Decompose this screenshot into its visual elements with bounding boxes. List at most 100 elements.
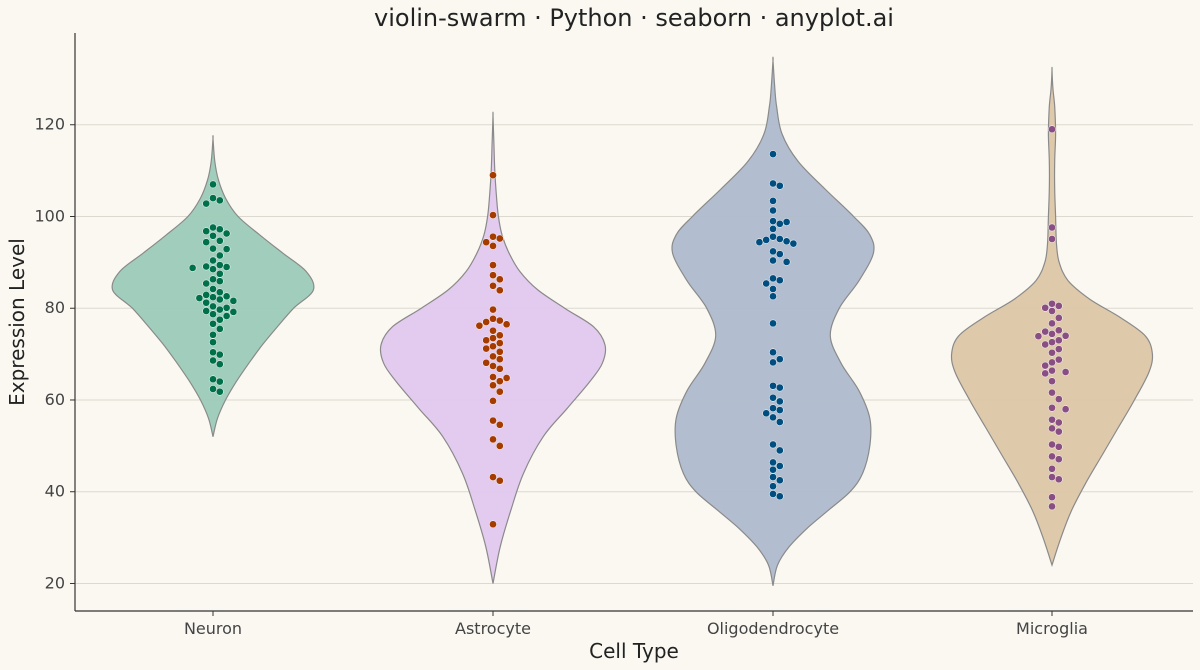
swarm-point-oligodendrocyte xyxy=(769,458,777,467)
swarm-point-astrocyte xyxy=(482,358,491,367)
swarm-point-neuron xyxy=(215,225,224,234)
swarm-point-oligodendrocyte xyxy=(769,150,777,158)
swarm-point-microglia xyxy=(1054,418,1063,427)
swarm-point-microglia xyxy=(1054,395,1063,403)
swarm-point-neuron xyxy=(202,262,211,271)
swarm-point-oligodendrocyte xyxy=(775,250,784,258)
swarm-point-microglia xyxy=(1054,302,1063,310)
swarm-point-neuron xyxy=(209,231,217,240)
swarm-point-neuron xyxy=(229,308,238,316)
swarm-point-microglia xyxy=(1041,303,1050,312)
swarm-point-microglia xyxy=(1048,493,1056,502)
swarm-point-microglia xyxy=(1048,403,1056,412)
swarm-point-astrocyte xyxy=(489,334,497,342)
swarm-point-oligodendrocyte xyxy=(775,446,784,455)
swarm-point-oligodendrocyte xyxy=(769,225,777,233)
ticks: 20 40 60 80 100 120 Neuron Astrocyte Oligodendro… xyxy=(34,115,1088,638)
swarm-point-neuron xyxy=(209,319,217,328)
swarm-point-oligodendrocyte xyxy=(775,235,784,243)
swarm-point-microglia xyxy=(1054,336,1063,345)
swarm-point-neuron xyxy=(222,245,231,253)
swarm-point-astrocyte xyxy=(489,314,497,323)
swarm-point-neuron xyxy=(215,305,224,314)
axes xyxy=(74,33,1193,612)
swarm-point-oligodendrocyte xyxy=(769,292,777,301)
swarm-point-neuron xyxy=(215,377,224,386)
swarm-point-astrocyte xyxy=(495,377,504,386)
swarm-point-oligodendrocyte xyxy=(769,440,777,449)
swarm-point-oligodendrocyte xyxy=(769,232,777,241)
swarm-point-astrocyte xyxy=(495,476,504,485)
swarm-point-microglia xyxy=(1048,319,1056,328)
swarm-point-astrocyte xyxy=(495,442,504,450)
swarm-point-oligodendrocyte xyxy=(769,358,777,367)
swarm-point-oligodendrocyte xyxy=(769,482,777,491)
swarm-point-microglia xyxy=(1048,424,1056,433)
violins xyxy=(111,56,1154,586)
swarm-point-neuron xyxy=(202,291,211,299)
swarm-point-microglia xyxy=(1048,440,1056,449)
swarm-point-neuron xyxy=(222,292,231,301)
y-tick-label: 20 xyxy=(45,573,65,592)
swarm-point-oligodendrocyte xyxy=(769,206,777,215)
swarm-point-oligodendrocyte xyxy=(775,418,784,426)
swarm-point-neuron xyxy=(209,348,217,357)
swarm-point-oligodendrocyte xyxy=(769,348,777,357)
chart-title: violin-swarm · Python · seaborn · anyplo… xyxy=(374,4,894,32)
swarm-point-microglia xyxy=(1048,338,1056,347)
swarm-point-microglia xyxy=(1041,327,1050,336)
swarm-point-oligodendrocyte xyxy=(769,465,777,474)
swarm-point-astrocyte xyxy=(495,286,504,295)
swarm-point-astrocyte xyxy=(489,171,497,180)
violin-microglia xyxy=(950,66,1154,568)
swarm-point-neuron xyxy=(209,310,217,319)
swarm-point-astrocyte xyxy=(489,362,497,370)
y-tick-label: 120 xyxy=(34,115,65,134)
y-axis-title: Expression Level xyxy=(5,238,29,406)
swarm-point-oligodendrocyte xyxy=(762,409,771,418)
swarm-point-neuron xyxy=(202,238,211,247)
swarm-point-microglia xyxy=(1048,473,1056,481)
swarm-point-astrocyte xyxy=(489,473,497,481)
swarm-point-astrocyte xyxy=(495,234,504,243)
swarm-point-oligodendrocyte xyxy=(769,319,777,328)
swarm-point-oligodendrocyte xyxy=(789,239,798,248)
swarm-point-oligodendrocyte xyxy=(769,197,777,205)
swarm-point-astrocyte xyxy=(489,242,497,250)
swarm-point-microglia xyxy=(1048,452,1056,461)
swarm-point-oligodendrocyte xyxy=(769,179,777,188)
swarm-point-neuron xyxy=(209,385,217,393)
swarm-point-microglia xyxy=(1041,340,1050,349)
swarm-point-neuron xyxy=(222,303,231,312)
swarm-point-microglia xyxy=(1048,299,1056,308)
swarm-point-neuron xyxy=(202,279,211,288)
swarm-point-astrocyte xyxy=(495,316,504,325)
swarm-point-astrocyte xyxy=(489,435,497,444)
swarm-point-neuron xyxy=(222,312,231,320)
y-tick-label: 60 xyxy=(45,390,65,409)
swarm-point-astrocyte xyxy=(489,520,497,529)
swarm-point-microglia xyxy=(1048,366,1056,375)
swarm-point-neuron xyxy=(209,356,217,365)
swarm-point-microglia xyxy=(1054,455,1063,464)
swarm-point-oligodendrocyte xyxy=(775,492,784,501)
x-tick-label: Oligodendrocyte xyxy=(707,619,839,638)
swarm-point-astrocyte xyxy=(489,305,497,314)
swarm-point-neuron xyxy=(215,387,224,396)
swarm-point-astrocyte xyxy=(495,364,504,373)
swarm-point-astrocyte xyxy=(482,344,491,353)
swarm-point-neuron xyxy=(209,330,217,339)
swarm-point-astrocyte xyxy=(482,336,491,345)
swarm-point-microglia xyxy=(1048,415,1056,424)
swarm-point-astrocyte xyxy=(489,271,497,280)
x-tick-label: Astrocyte xyxy=(455,619,531,638)
swarm-point-astrocyte xyxy=(495,339,504,347)
swarm-point-neuron xyxy=(209,285,217,293)
x-tick-label: Neuron xyxy=(184,619,242,638)
swarm-point-astrocyte xyxy=(502,374,511,382)
swarm-point-microglia xyxy=(1034,332,1043,341)
y-tick-label: 80 xyxy=(45,298,65,317)
swarm-point-astrocyte xyxy=(489,416,497,425)
swarm-point-microglia xyxy=(1061,405,1070,414)
swarm-point-astrocyte xyxy=(495,355,504,364)
